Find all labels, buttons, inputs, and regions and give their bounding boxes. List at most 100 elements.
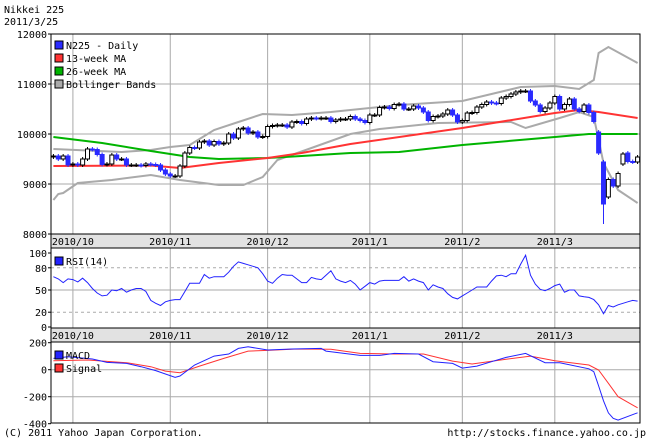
candle-2010/12/29 bbox=[357, 118, 363, 121]
candle-2011/02/03 bbox=[469, 112, 475, 114]
candle-2010/09/30 bbox=[65, 155, 71, 166]
signal-legend-label: Signal bbox=[66, 364, 102, 375]
candle-2010/11/02 bbox=[172, 175, 178, 178]
month-label: 2011/2 bbox=[444, 331, 480, 342]
candle-2011/02/28 bbox=[547, 102, 553, 109]
candle-2010/10/08 bbox=[94, 149, 100, 155]
month-label: 2010/12 bbox=[247, 237, 289, 248]
chart-date: 2011/3/25 bbox=[4, 17, 58, 28]
candle-2010/10/28 bbox=[158, 164, 164, 171]
candle-2011/02/25 bbox=[542, 107, 548, 112]
y-tick-label: 0 bbox=[41, 323, 47, 334]
panel-frame bbox=[50, 341, 641, 424]
candle-2011/01/17 bbox=[406, 108, 412, 111]
candle-2011/02/09 bbox=[489, 101, 495, 104]
candle-2011/01/11 bbox=[386, 106, 392, 109]
candle-2010/10/29 bbox=[162, 169, 168, 175]
macd-line bbox=[53, 346, 638, 421]
y-tick-label: 10000 bbox=[17, 130, 47, 141]
month-label: 2010/11 bbox=[149, 331, 191, 342]
candle-2011/01/27 bbox=[445, 109, 451, 115]
candle-2011/03/23 bbox=[625, 152, 631, 162]
candle-2010/11/15 bbox=[211, 141, 217, 146]
month-label: 2011/3 bbox=[537, 237, 573, 248]
candle-2010/09/29 bbox=[60, 155, 66, 160]
candle-2010/11/25 bbox=[245, 127, 251, 134]
candle-2011/03/01 bbox=[552, 96, 558, 104]
candle-2010/10/14 bbox=[109, 154, 115, 165]
candle-2011/01/31 bbox=[454, 114, 460, 123]
rsi-line bbox=[53, 253, 638, 315]
month-label: 2010/11 bbox=[149, 237, 191, 248]
candle-2010/11/29 bbox=[255, 131, 261, 138]
chart-title: Nikkei 225 bbox=[4, 5, 64, 16]
bollinger-lower-line bbox=[52, 110, 639, 204]
candle-2011/01/25 bbox=[435, 115, 441, 118]
candle-2010/12/16 bbox=[318, 117, 324, 120]
candle-2011/02/16 bbox=[508, 93, 514, 97]
candle-2010/12/22 bbox=[338, 118, 344, 121]
candle-2011/02/21 bbox=[523, 90, 529, 93]
candle-2010/12/15 bbox=[313, 117, 319, 120]
candle-2010/12/01 bbox=[265, 126, 271, 137]
candle-2010/12/20 bbox=[328, 117, 334, 122]
candle-2011/01/12 bbox=[391, 104, 397, 109]
candle-2010/10/06 bbox=[85, 148, 91, 160]
candle-2011/03/03 bbox=[562, 104, 568, 110]
bollinger-legend-label: Bollinger Bands bbox=[66, 80, 156, 91]
y-tick-label: 200 bbox=[29, 339, 47, 350]
candle-2011/03/10 bbox=[586, 104, 592, 113]
candle-2010/10/21 bbox=[133, 164, 139, 167]
candle-2010/11/18 bbox=[226, 133, 232, 144]
candle-2010/10/20 bbox=[128, 164, 134, 167]
signal-legend-swatch bbox=[54, 363, 64, 373]
candle-2011/03/14 bbox=[596, 131, 602, 154]
candle-2010/09/28 bbox=[55, 155, 61, 160]
candle-2010/11/19 bbox=[231, 133, 237, 139]
candle-2010/10/15 bbox=[114, 154, 120, 160]
candle-2011/02/17 bbox=[513, 91, 519, 95]
candle-2010/10/26 bbox=[148, 163, 154, 166]
candle-2011/01/21 bbox=[425, 111, 431, 121]
month-label: 2011/2 bbox=[444, 237, 480, 248]
n225-legend-label: N225 - Daily bbox=[66, 41, 138, 52]
source-url[interactable]: http://stocks.finance.yahoo.co.jp bbox=[447, 428, 646, 439]
candle-2011/02/24 bbox=[537, 104, 543, 112]
candle-2010/12/09 bbox=[294, 121, 300, 123]
candle-2010/12/06 bbox=[279, 124, 285, 127]
candle-2011/02/04 bbox=[474, 106, 480, 113]
candle-2011/03/17 bbox=[610, 179, 616, 187]
candle-2011/03/11 bbox=[591, 112, 597, 122]
candle-2011/03/16 bbox=[605, 179, 611, 198]
candle-2011/03/02 bbox=[557, 96, 563, 110]
candle-2010/12/28 bbox=[352, 116, 358, 120]
ma26-legend-swatch bbox=[54, 66, 64, 76]
y-tick-label: 8000 bbox=[23, 230, 47, 241]
candle-2010/11/09 bbox=[192, 147, 198, 149]
bollinger-upper-line bbox=[53, 45, 639, 154]
candle-2011/02/08 bbox=[484, 101, 490, 105]
candle-2011/01/13 bbox=[396, 103, 402, 106]
y-tick-label: -400 bbox=[23, 420, 47, 431]
rsi-legend-label: RSI(14) bbox=[66, 257, 108, 268]
month-label: 2011/1 bbox=[352, 237, 388, 248]
candle-2010/12/08 bbox=[289, 121, 295, 128]
candle-2011/02/23 bbox=[532, 100, 538, 106]
ma13-legend-swatch bbox=[54, 53, 64, 63]
candle-2011/03/09 bbox=[581, 104, 587, 112]
candle-2011/01/18 bbox=[411, 105, 417, 110]
rsi-legend-swatch bbox=[54, 256, 64, 266]
candle-2010/10/04 bbox=[75, 163, 81, 166]
candle-2010/11/04 bbox=[177, 165, 183, 177]
candle-2010/12/21 bbox=[333, 119, 339, 122]
panel-background bbox=[51, 248, 640, 328]
candle-2011/02/15 bbox=[503, 96, 509, 99]
candle-2011/02/14 bbox=[498, 97, 504, 104]
candle-2010/11/24 bbox=[240, 127, 246, 130]
candle-2011/01/05 bbox=[372, 114, 378, 117]
month-label: 2010/10 bbox=[52, 237, 94, 248]
candle-2011/02/07 bbox=[479, 104, 485, 108]
candle-2010/11/11 bbox=[201, 140, 207, 143]
candle-2010/10/27 bbox=[153, 164, 159, 166]
